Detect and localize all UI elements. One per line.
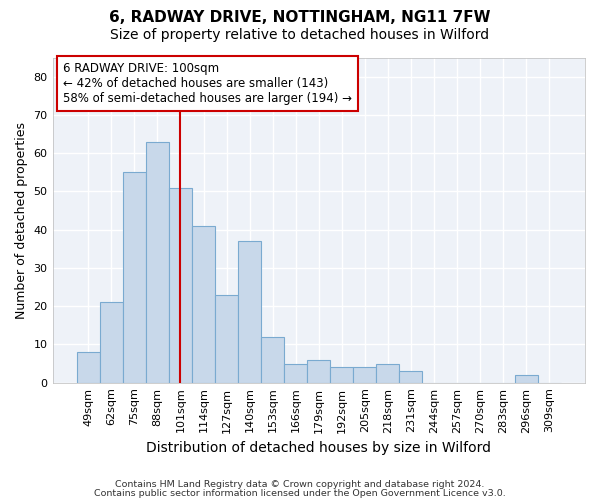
- Bar: [100, 302, 123, 382]
- Y-axis label: Number of detached properties: Number of detached properties: [15, 122, 28, 318]
- Text: Size of property relative to detached houses in Wilford: Size of property relative to detached ho…: [110, 28, 490, 42]
- Bar: [238, 241, 261, 382]
- Bar: [169, 188, 192, 382]
- Bar: [192, 226, 215, 382]
- Bar: [284, 364, 307, 382]
- Text: Contains public sector information licensed under the Open Government Licence v3: Contains public sector information licen…: [94, 489, 506, 498]
- Text: 6 RADWAY DRIVE: 100sqm
← 42% of detached houses are smaller (143)
58% of semi-de: 6 RADWAY DRIVE: 100sqm ← 42% of detached…: [63, 62, 352, 106]
- Bar: [261, 337, 284, 382]
- Bar: [376, 364, 400, 382]
- Bar: [353, 368, 376, 382]
- Bar: [515, 375, 538, 382]
- Bar: [123, 172, 146, 382]
- Bar: [77, 352, 100, 382]
- Bar: [400, 371, 422, 382]
- Bar: [215, 294, 238, 382]
- X-axis label: Distribution of detached houses by size in Wilford: Distribution of detached houses by size …: [146, 441, 491, 455]
- Text: 6, RADWAY DRIVE, NOTTINGHAM, NG11 7FW: 6, RADWAY DRIVE, NOTTINGHAM, NG11 7FW: [109, 10, 491, 25]
- Bar: [146, 142, 169, 382]
- Bar: [307, 360, 330, 382]
- Text: Contains HM Land Registry data © Crown copyright and database right 2024.: Contains HM Land Registry data © Crown c…: [115, 480, 485, 489]
- Bar: [330, 368, 353, 382]
